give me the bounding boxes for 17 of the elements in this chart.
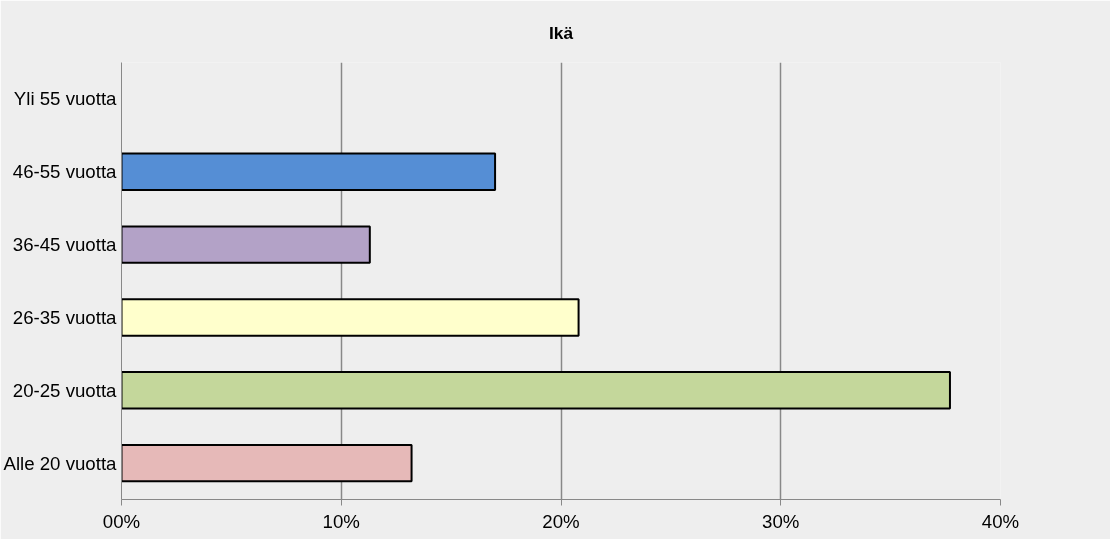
x-tick-label: 00% (102, 510, 141, 532)
y-tick-label: Alle 20 vuotta (3, 452, 118, 474)
x-tick-label: 20% (542, 510, 580, 532)
x-tick-label: 10% (322, 510, 360, 532)
y-tick-label: 36-45 vuotta (12, 234, 118, 256)
bar (121, 443, 413, 483)
x-tick-label: 40% (981, 510, 1020, 532)
y-tick-label: 20-25 vuotta (12, 379, 118, 401)
bar (121, 298, 580, 337)
chart-title: Ikä (548, 22, 574, 43)
bar (121, 225, 371, 264)
y-tick-label: 26-35 vuotta (12, 306, 118, 328)
y-tick-label: 46-55 vuotta (12, 161, 118, 183)
bar (121, 371, 951, 410)
y-tick-label: Yli 55 vuotta (13, 88, 118, 110)
bar (121, 152, 497, 191)
x-tick-label: 30% (762, 510, 800, 532)
